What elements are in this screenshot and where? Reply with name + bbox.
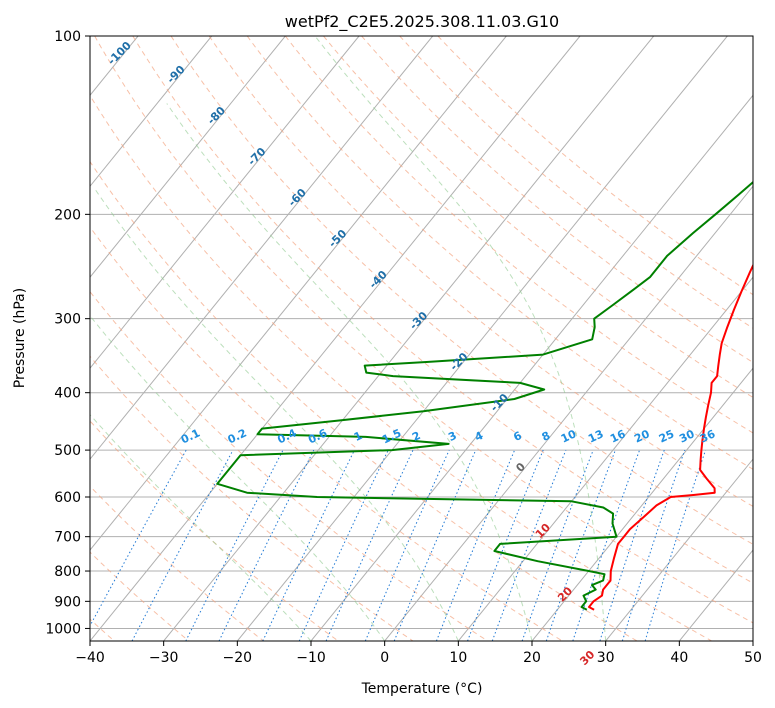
y-tick-label: 300 [54, 312, 81, 328]
dry-adiabat-130 [399, 36, 753, 329]
mixing-ratio-line-4 [393, 449, 477, 641]
mixing-ratio-line-0.1 [90, 449, 187, 627]
isotherm-50 [752, 640, 753, 641]
isotherm--40 [90, 36, 581, 641]
mixing-ratio-line-6 [435, 449, 516, 641]
mixing-ratio-label: 36 [698, 427, 718, 445]
dry-adiabat-10 [90, 290, 488, 641]
x-tick-label: −40 [75, 650, 105, 666]
x-tick-label: 0 [380, 650, 389, 666]
x-tick-label: 20 [523, 650, 541, 666]
x-tick-label: −10 [296, 650, 326, 666]
series-layer [216, 180, 753, 611]
isotherm--90 [90, 36, 213, 188]
mixing-ratio-line-8 [467, 449, 544, 641]
dry-adiabat-50 [94, 36, 753, 624]
grid-layer [0, 36, 753, 641]
dry-adiabat-120 [361, 36, 753, 364]
tick-layer: −40 −30 −20 −10 0 10 20 30 40 50 100 200 300 400 500 60… [45, 29, 762, 666]
isotherm--50 [90, 36, 507, 551]
mixing-ratio-line-16 [545, 449, 616, 641]
temperature-profile-line [588, 263, 753, 611]
y-tick-label: 800 [54, 564, 81, 580]
mixing-ratio-label: 30 [677, 427, 697, 445]
isotherm-0 [384, 185, 753, 641]
dry-adiabat--10 [90, 420, 339, 641]
isotherm--70 [90, 36, 360, 369]
isotherm-30 [605, 458, 753, 641]
dry-adiabat-20 [90, 226, 563, 641]
isotherm--20 [236, 36, 728, 641]
x-tick-label: 40 [670, 650, 688, 666]
y-tick-label: 400 [54, 386, 81, 402]
mixing-ratio-line-36 [644, 449, 706, 641]
y-tick-label: 100 [54, 29, 81, 45]
isotherm--80 [90, 36, 286, 279]
dry-adiabat-110 [323, 36, 753, 398]
mixing-ratio-line-0.2 [131, 449, 234, 641]
x-tick-label: −30 [149, 650, 179, 666]
mixing-ratio-line-0.6 [218, 449, 315, 641]
mixing-ratio-label: 10 [559, 427, 579, 445]
y-tick-label: 600 [54, 490, 81, 506]
isotherm--30 [163, 36, 655, 641]
x-tick-label: −20 [223, 650, 253, 666]
y-tick-label: 1000 [45, 621, 81, 637]
dry-adiabat-0 [90, 355, 414, 641]
dry-adiabat-80 [208, 36, 753, 507]
mixing-ratio-line-13 [521, 449, 594, 641]
chart-title: wetPf2_C2E5.2025.308.11.03.G10 [285, 12, 559, 32]
mixing-ratio-line-3 [364, 449, 450, 641]
mixing-ratio-label: 16 [608, 427, 628, 445]
dry-adiabat-70 [170, 36, 753, 545]
isotherm-label: 30 [577, 648, 597, 668]
moist-adiabat-20 [166, 103, 533, 641]
dewpoint-profile-line [216, 180, 753, 611]
x-tick-label: 50 [744, 650, 762, 666]
dry-adiabat-60 [132, 36, 753, 584]
mixing-ratio-line-10 [491, 449, 567, 641]
mixing-ratio-line-20 [572, 449, 641, 641]
plot-background [90, 36, 753, 641]
isotherm-10 [457, 276, 753, 641]
mixing-ratio-line-30 [621, 449, 686, 641]
y-tick-label: 500 [54, 443, 81, 459]
isotherm-20 [531, 367, 753, 641]
mixing-ratio-label: 13 [586, 427, 605, 445]
isotherm--60 [90, 36, 434, 460]
dry-adiabat-40 [90, 94, 712, 641]
y-axis-label: Pressure (hPa) [12, 288, 28, 388]
isotherm--110 [0, 36, 64, 641]
x-tick-label: 30 [597, 650, 615, 666]
x-tick-label: 10 [449, 650, 467, 666]
moist-adiabat-10 [93, 186, 459, 641]
y-tick-label: 200 [54, 207, 81, 223]
dry-adiabat-30 [90, 160, 638, 641]
y-tick-label: 900 [54, 594, 81, 610]
x-axis-label: Temperature (°C) [361, 681, 483, 697]
mixing-ratio-line-25 [599, 449, 665, 641]
mixing-ratio-label: 25 [657, 427, 676, 445]
dry-adiabat-140 [437, 36, 753, 296]
y-tick-label: 700 [54, 530, 81, 546]
mixing-ratio-label: 20 [632, 427, 652, 445]
moist-adiabat-30 [314, 36, 607, 641]
moist-adiabat--10 [90, 413, 312, 641]
plot-frame [89, 35, 754, 642]
